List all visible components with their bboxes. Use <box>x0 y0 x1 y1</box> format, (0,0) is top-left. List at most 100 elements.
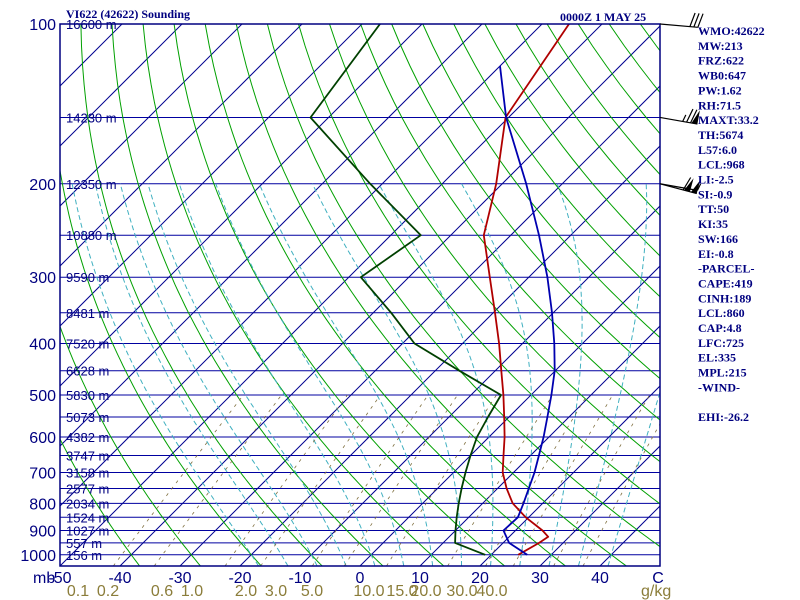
mixing-tick-label: 1.0 <box>181 583 203 600</box>
wind-barb <box>659 108 700 125</box>
moist-adiabat <box>258 183 434 566</box>
temp-tick-label: 0 <box>356 570 365 587</box>
index-line: LFC:725 <box>698 336 744 350</box>
height-label: 3747 m <box>66 448 109 463</box>
height-label: 5830 m <box>66 388 109 403</box>
mixing-tick-label: 5.0 <box>301 583 323 600</box>
wind-barb-halfflag <box>696 183 702 191</box>
sounding-curves <box>309 24 570 556</box>
sounding-title: VI622 (42622) Sounding <box>66 7 190 21</box>
wind-barb-pennant <box>691 110 700 125</box>
dry-adiabat <box>80 24 323 566</box>
mixing-ratio-line <box>512 394 614 566</box>
dry-adiabat <box>453 24 660 298</box>
dry-adiabat <box>577 24 660 135</box>
mixing-ratio-line <box>343 394 458 566</box>
mixing-tick-label: 10.0 <box>353 583 384 600</box>
height-label: 4382 m <box>66 430 109 445</box>
index-line: PW:1.62 <box>698 83 742 97</box>
index-line: EI:-0.8 <box>698 247 734 261</box>
wind-barbs <box>659 12 704 195</box>
moist-adiabat <box>71 183 260 566</box>
isotherm-line <box>479 385 660 566</box>
mixing-tick-label: 20.0 <box>410 583 441 600</box>
index-line: EHI:-26.2 <box>698 410 749 424</box>
index-line: KI:35 <box>698 217 728 231</box>
index-line: CAP:4.8 <box>698 321 742 335</box>
pressure-tick-label: 900 <box>29 523 56 540</box>
mixing-ratio-line <box>386 394 497 566</box>
isotherm-line <box>60 24 603 566</box>
moist-adiabat <box>607 390 660 566</box>
index-line: CAPE:419 <box>698 276 753 290</box>
moist-adiabat <box>147 183 347 566</box>
index-line: CINH:189 <box>698 291 751 305</box>
moist-adiabat <box>215 183 405 566</box>
mixing-ratio-unit: g/kg <box>641 583 671 600</box>
wind-barb-staff <box>659 23 698 28</box>
wind-barb-flag <box>689 12 696 27</box>
dry-adiabat <box>60 437 141 566</box>
wind-barb-flag <box>697 13 704 28</box>
pressure-tick-label: 300 <box>29 270 56 287</box>
height-label: 8481 m <box>66 306 109 321</box>
dewpoint-curve <box>309 24 502 556</box>
sounding-time: 0000Z 1 MAY 25 <box>560 10 646 24</box>
mixing-tick-label: 40.0 <box>476 583 507 600</box>
dry-adiabat <box>266 24 660 548</box>
isotherm-line <box>60 24 423 387</box>
index-line: MPL:215 <box>698 366 747 380</box>
isotherm-line <box>239 145 660 566</box>
height-label: 3158 m <box>66 466 109 481</box>
mixing-tick-label: 0.2 <box>97 583 119 600</box>
dry-adiabat <box>484 24 660 257</box>
temperature-curve <box>482 24 570 556</box>
wind-barb-staff <box>659 116 698 125</box>
moist-adiabat <box>119 183 318 566</box>
temp-tick-label: -40 <box>108 570 131 587</box>
parcel-curve <box>499 65 556 556</box>
height-label: 10880 m <box>66 228 117 243</box>
index-line: L57:6.0 <box>698 143 737 157</box>
height-label: 6628 m <box>66 364 109 379</box>
isotherm-line <box>60 24 303 267</box>
index-line: MAXT:33.2 <box>698 113 759 127</box>
background-lines <box>60 24 660 566</box>
pressure-tick-label: 400 <box>29 337 56 354</box>
temp-tick-label: -50 <box>48 570 71 587</box>
index-line: LCL:860 <box>698 306 745 320</box>
pressure-tick-label: 500 <box>29 388 56 405</box>
temp-tick-label: 30 <box>531 570 549 587</box>
height-label: 7520 m <box>66 337 109 352</box>
mixing-ratio-line <box>260 394 381 566</box>
index-line: SW:166 <box>698 232 738 246</box>
wind-barb <box>659 12 704 28</box>
mixing-ratio-line <box>553 394 650 566</box>
temp-tick-label: 10 <box>411 570 429 587</box>
temp-tick-label: -30 <box>168 570 191 587</box>
moist-adiabat <box>312 183 462 566</box>
moist-adiabat <box>548 183 583 566</box>
height-label: 1524 m <box>66 510 109 525</box>
mixing-tick-label: 30.0 <box>446 583 477 600</box>
wind-barb-halfflag <box>682 114 687 122</box>
height-label: 12350 m <box>66 177 117 192</box>
height-label: 2034 m <box>66 496 109 511</box>
dry-adiabat <box>298 24 660 505</box>
dry-adiabat <box>111 24 384 566</box>
pressure-tick-label: 1000 <box>20 548 56 565</box>
height-label: 156 m <box>66 548 102 563</box>
isotherm-line <box>60 24 483 447</box>
dry-adiabat <box>546 24 660 176</box>
dry-adiabat <box>235 24 627 566</box>
height-label: 14230 m <box>66 110 117 125</box>
index-line: MW:213 <box>698 39 743 53</box>
index-line: TT:50 <box>698 202 729 216</box>
dry-adiabat <box>391 24 660 380</box>
isotherm-line <box>179 85 660 566</box>
mixing-tick-label: 3.0 <box>265 583 287 600</box>
plot-frame <box>59 23 661 567</box>
height-label: 16600 m <box>66 17 117 32</box>
mixing-tick-label: 2.0 <box>235 583 257 600</box>
